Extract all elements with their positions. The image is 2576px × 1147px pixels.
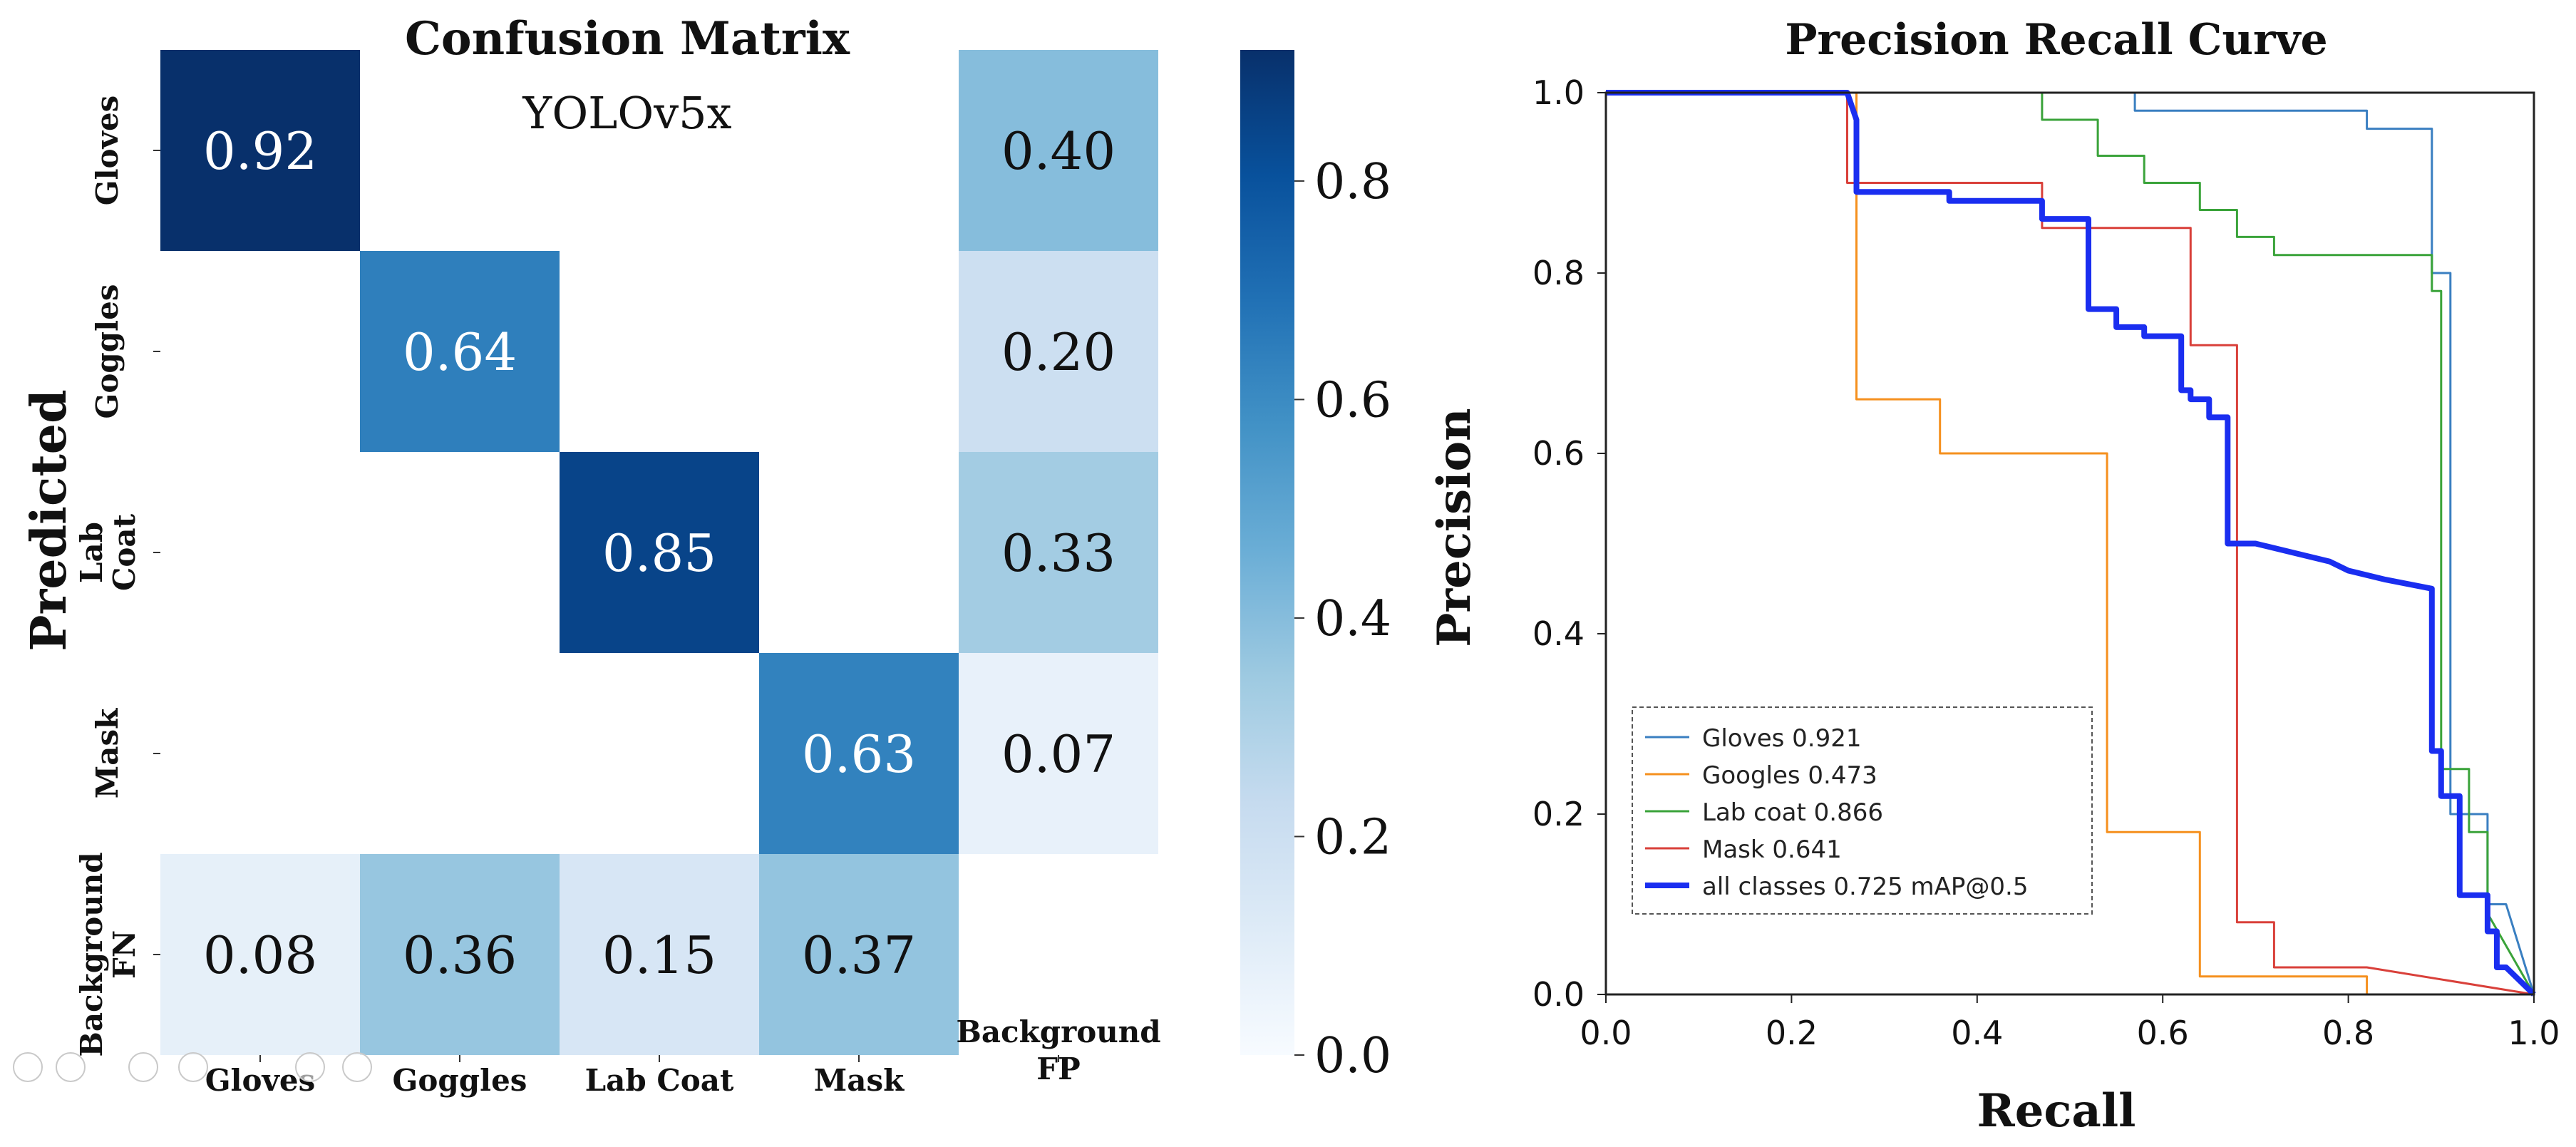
cm-cell (959, 452, 1158, 653)
cm-cell (360, 854, 560, 1055)
colorbar-tick-label: 0.6 (1314, 372, 1391, 428)
zoom-icon[interactable] (295, 1052, 325, 1082)
pr-xtick-label: 0.6 (2137, 1014, 2189, 1052)
cm-cell-value: 0.85 (602, 523, 716, 583)
pr-ytick-label: 0.4 (1532, 614, 1585, 653)
pr-series-line (1606, 91, 2535, 995)
cm-ytick-label: LabCoat (74, 513, 142, 591)
pr-xtick-label: 1.0 (2508, 1014, 2560, 1052)
colorbar: 0.0 0.2 0.4 0.6 0.8 (1240, 50, 1391, 1084)
slide-next-icon[interactable] (56, 1052, 86, 1082)
cm-cell-value: 0.40 (1001, 121, 1116, 181)
pr-ytick-label: 0.0 (1532, 975, 1585, 1014)
cm-ytick-label: BackgroundFN (74, 852, 142, 1056)
cm-cell (160, 50, 360, 251)
cm-ylabel: Predicted (21, 389, 78, 651)
slide-prev-icon[interactable] (13, 1052, 43, 1082)
cm-cell (560, 452, 759, 653)
cm-cell-value: 0.64 (403, 322, 517, 382)
cm-cell-value: 0.63 (802, 724, 916, 784)
cm-xtick-label: Lab Coat (585, 1063, 734, 1098)
pr-xtick-label: 0.4 (1951, 1014, 2003, 1052)
cm-cell-value: 0.07 (1001, 724, 1116, 784)
pr-xtick-label: 0.8 (2322, 1014, 2374, 1052)
pr-legend-entry: all classes 0.725 mAP@0.5 (1702, 873, 2028, 901)
cm-cell (759, 854, 959, 1055)
pr-series-line (1606, 91, 2534, 996)
colorbar-tick-label: 0.8 (1314, 154, 1391, 210)
pr-xtick-label: 0.0 (1580, 1014, 1632, 1052)
pr-legend-entry: Lab coat 0.866 (1702, 798, 1883, 827)
cm-cell (160, 854, 360, 1055)
pr-ytick-label: 0.2 (1532, 795, 1585, 833)
cm-xtick-label: Mask (814, 1063, 905, 1098)
cm-cell-value: 0.15 (602, 925, 716, 985)
pr-xlabel: Recall (1977, 1084, 2136, 1138)
pr-legend-entry: Mask 0.641 (1702, 835, 1842, 864)
cm-cell (759, 653, 959, 854)
cm-cell-value: 0.37 (802, 925, 916, 985)
pr-ylabel: Precision (1428, 408, 1481, 647)
cm-cell (959, 50, 1158, 251)
pr-ytick-label: 0.6 (1532, 434, 1585, 473)
cm-subtitle: YOLOv5x (522, 87, 731, 139)
cm-ytick-label: Goggles (90, 284, 125, 419)
precision-recall-chart: Precision Recall Curve Recall Precision … (1428, 15, 2560, 1138)
colorbar-gradient (1240, 50, 1294, 1055)
pr-ytick-label: 1.0 (1532, 73, 1585, 112)
cm-ytick-label: Gloves (90, 96, 125, 206)
cm-cell-value: 0.36 (403, 925, 517, 985)
colorbar-tick-label: 0.4 (1314, 591, 1391, 647)
colorbar-tick-label: 0.2 (1314, 809, 1391, 865)
pr-series-line (1606, 91, 2535, 996)
pr-title: Precision Recall Curve (1785, 15, 2327, 65)
cm-cell-value: 0.20 (1001, 322, 1116, 382)
confusion-matrix-chart: Confusion Matrix YOLOv5x Predicted 0.92 0… (21, 12, 1391, 1098)
cm-ytick-label: Mask (90, 708, 125, 798)
colorbar-tick-label: 0.0 (1314, 1028, 1391, 1084)
cm-cell (360, 251, 560, 452)
pr-xtick-label: 0.2 (1766, 1014, 1818, 1052)
cm-xtick-label: Goggles (393, 1063, 527, 1098)
pr-plot-frame (1604, 91, 2535, 996)
pen-icon[interactable] (128, 1052, 158, 1082)
cm-cell-value: 0.92 (203, 121, 317, 181)
cm-cell-value: 0.33 (1001, 523, 1116, 583)
cm-title: Confusion Matrix (405, 12, 850, 66)
pr-legend-entry: Googles 0.473 (1702, 761, 1877, 790)
pr-legend: Gloves 0.921 Googles 0.473 Lab coat 0.866 M… (1632, 706, 2093, 915)
cm-cell (560, 854, 759, 1055)
cm-cell-value: 0.08 (203, 925, 317, 985)
pr-ytick-label: 0.8 (1532, 254, 1585, 292)
slides-grid-icon[interactable] (178, 1052, 208, 1082)
cm-cell (959, 653, 1158, 854)
pr-legend-box (1632, 706, 2093, 915)
cm-cell (959, 251, 1158, 452)
cm-xtick-label: Background FP (956, 1014, 1160, 1086)
pr-legend-entry: Gloves 0.921 (1702, 724, 1862, 753)
more-options-icon[interactable] (342, 1052, 372, 1082)
pr-series-line (1606, 90, 2536, 997)
